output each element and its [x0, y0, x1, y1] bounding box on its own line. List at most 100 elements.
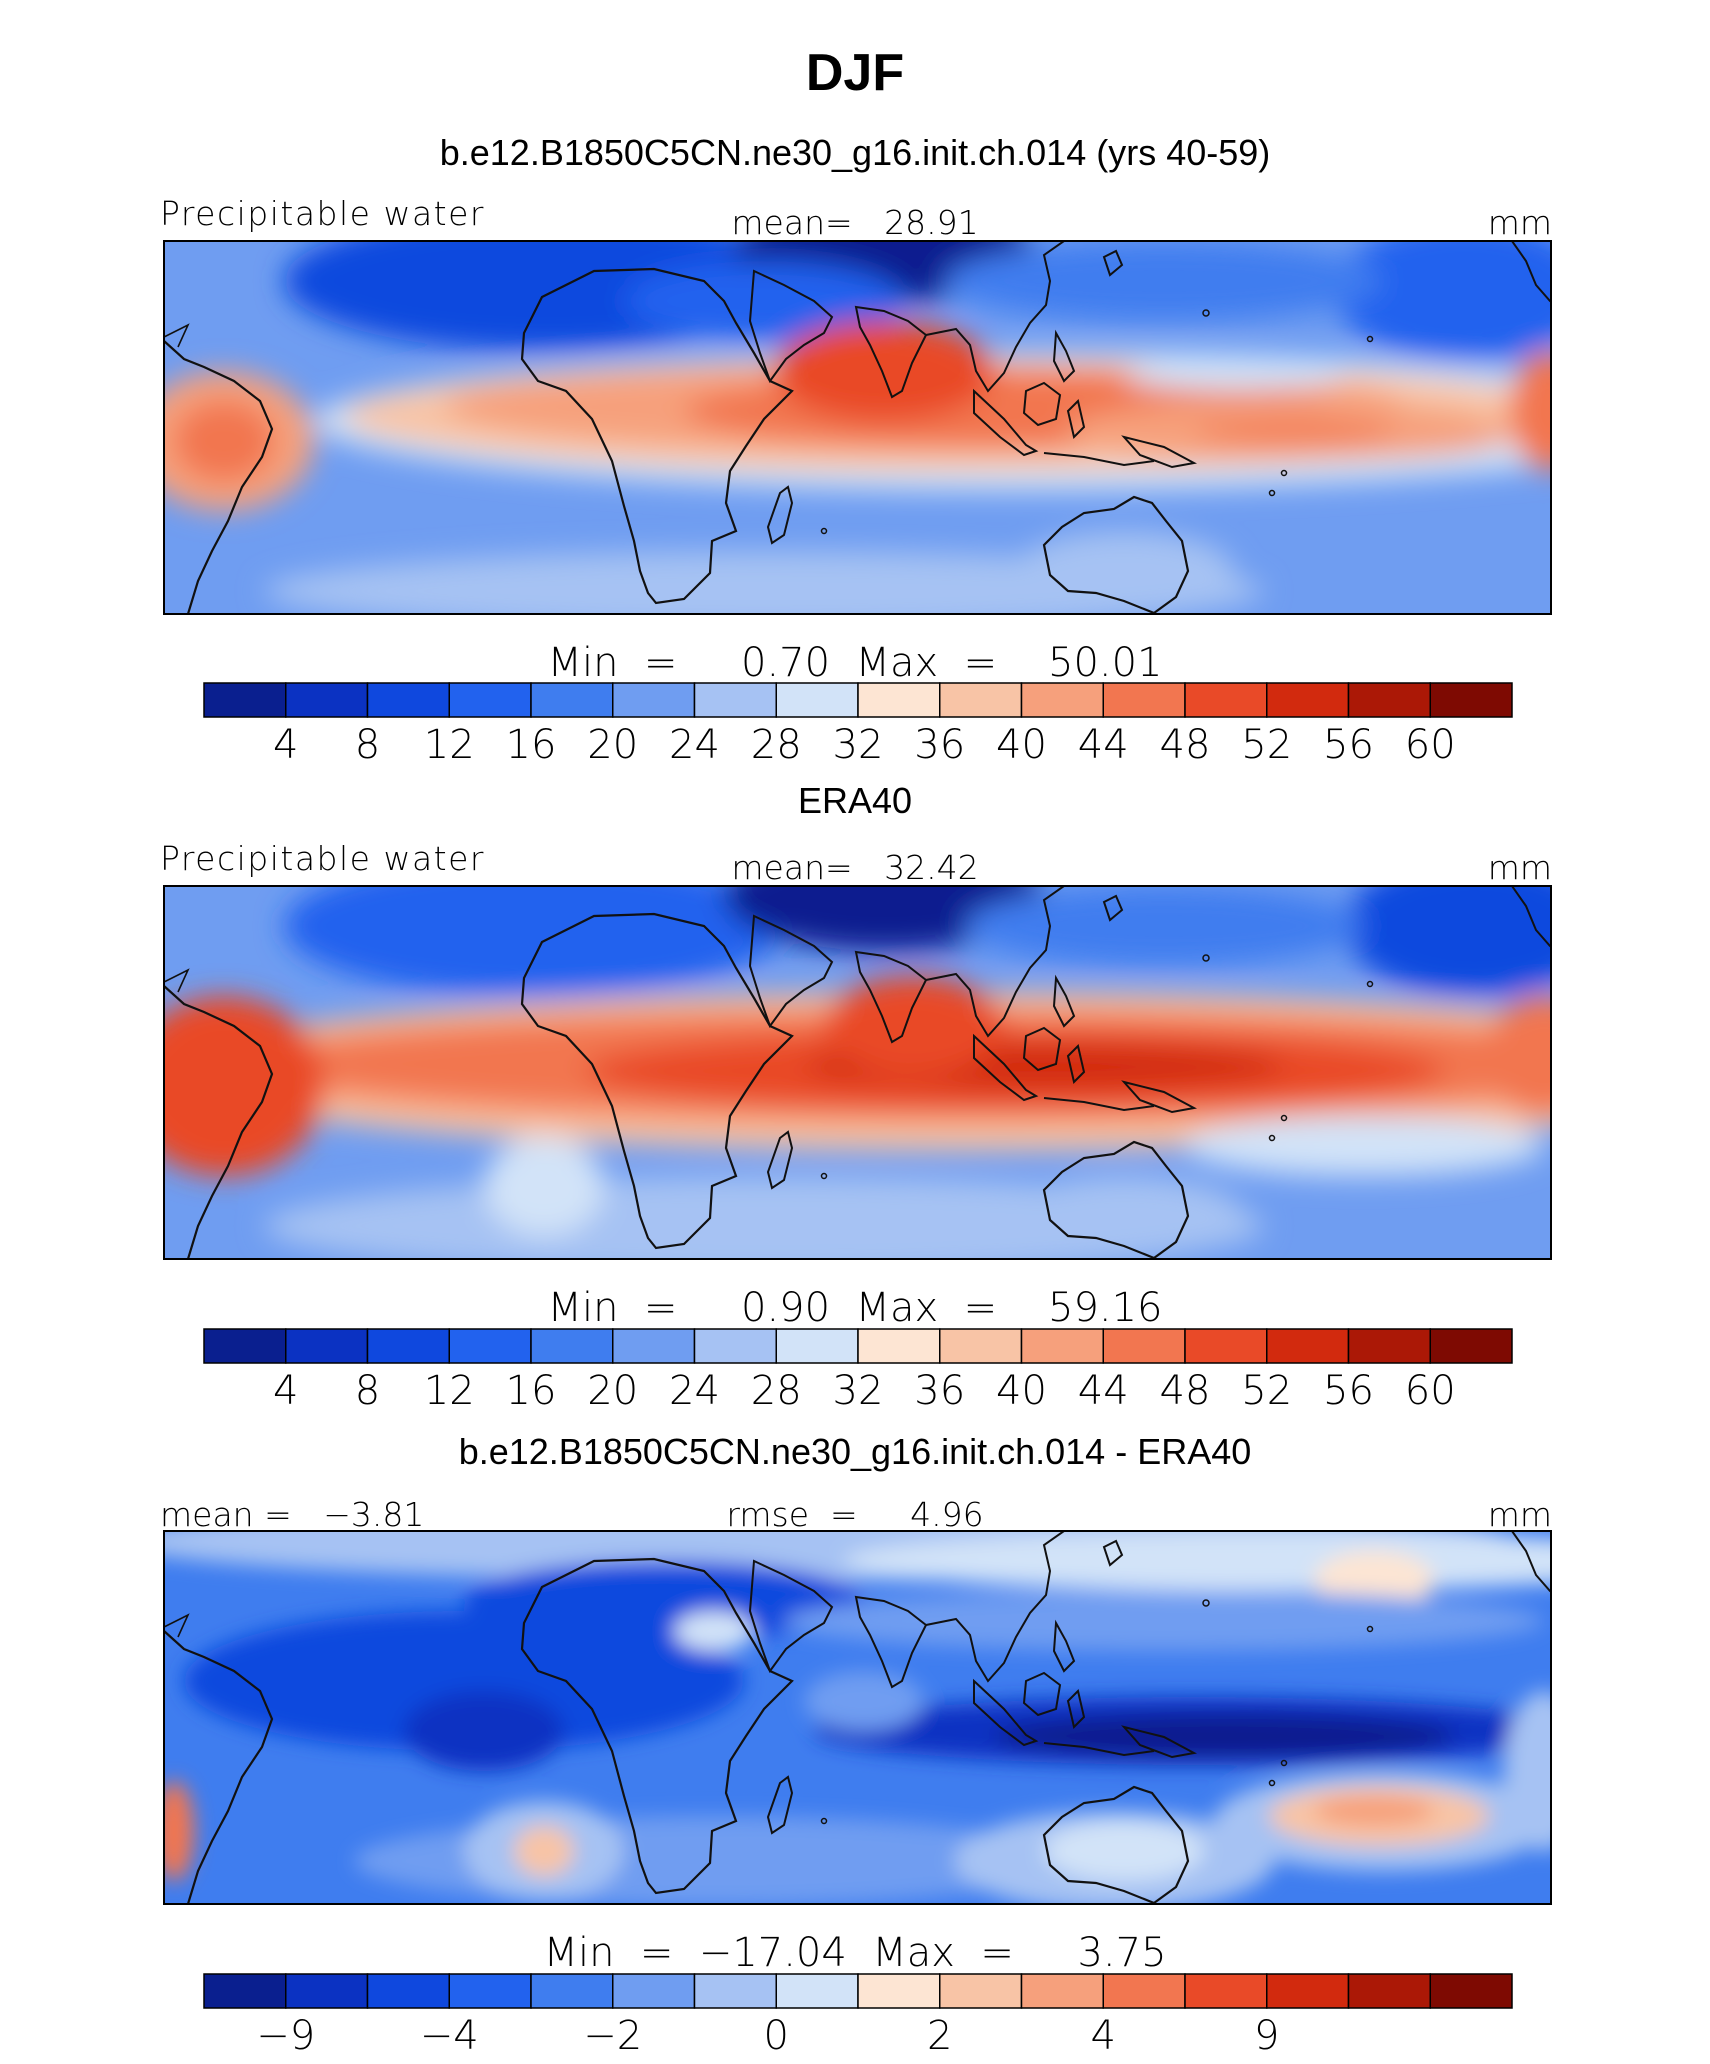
- colorbar-swatch: [448, 682, 532, 718]
- colorbar-tick-label: 28: [751, 1368, 802, 1414]
- colorbar-swatch: [366, 682, 450, 718]
- colorbar-tick-label: 40: [996, 722, 1047, 768]
- colorbar-swatch: [530, 1973, 614, 2009]
- panel-2-left-label: Precipitable water: [160, 839, 485, 878]
- panel-3-center-label: rmse = 4.96: [726, 1495, 983, 1534]
- colorbar-swatch: [1184, 682, 1268, 718]
- colorbar-tick-label: 44: [1078, 1368, 1129, 1414]
- colorbar-tick-label: 52: [1241, 1368, 1292, 1414]
- panel-3-colorbar: −9 −4 −2 0 2 4 9: [203, 1973, 1513, 2059]
- panel-2-title: ERA40: [798, 780, 912, 821]
- colorbar-swatch: [448, 1328, 532, 1364]
- panel-2-unit-label: mm: [1488, 848, 1552, 887]
- colorbar-swatch: [1020, 682, 1104, 718]
- panel-2-center-label: mean= 32.42: [731, 848, 978, 887]
- panel-difference: b.e12.B1850C5CN.ne30_g16.init.ch.014 - E…: [160, 1431, 1552, 2059]
- colorbar-swatch: [1020, 1328, 1104, 1364]
- panel-1-center-label: mean= 28.91: [731, 203, 978, 242]
- colorbar-swatch: [775, 1328, 859, 1364]
- colorbar-swatch: [1347, 1973, 1431, 2009]
- colorbar-tick-label: −4: [420, 2013, 479, 2059]
- colorbar-tick-label: 16: [506, 1368, 557, 1414]
- colorbar-tick-label: 40: [996, 1368, 1047, 1414]
- colorbar-tick-label: 48: [1160, 1368, 1211, 1414]
- colorbar-swatch: [1429, 1328, 1513, 1364]
- colorbar-tick-label: 36: [914, 722, 965, 768]
- colorbar-swatch: [1102, 1973, 1186, 2009]
- panel-1-colorbar: 4 8 12 16 20 24 28 32 36 40 44 48 52 56 60: [203, 682, 1513, 768]
- colorbar-swatch: [448, 1973, 532, 2009]
- colorbar-swatch: [530, 1328, 614, 1364]
- colorbar-swatch: [612, 1328, 696, 1364]
- colorbar-tick-label: 4: [273, 1368, 298, 1414]
- colorbar-tick-label: 9: [1254, 2013, 1279, 2059]
- colorbar-tick-label: 8: [355, 1368, 380, 1414]
- colorbar-swatch: [1347, 1328, 1431, 1364]
- panel-1-unit-label: mm: [1488, 203, 1552, 242]
- panel-3-map-frame: [163, 1530, 1552, 1905]
- colorbar-tick-label: 44: [1078, 722, 1129, 768]
- colorbar-tick-label: 28: [751, 722, 802, 768]
- colorbar-tick-label: 48: [1160, 722, 1211, 768]
- panel-3-map: [164, 1531, 1551, 1904]
- panel-2-minmax: Min = 0.90 Max = 59.16: [548, 1285, 1163, 1331]
- colorbar-tick-label: 0: [764, 2013, 789, 2059]
- colorbar-swatch: [857, 1973, 941, 2009]
- colorbar-swatch: [366, 1973, 450, 2009]
- colorbar-tick-label: 60: [1405, 722, 1456, 768]
- colorbar-swatch: [1020, 1973, 1104, 2009]
- colorbar-tick-label: 56: [1323, 722, 1374, 768]
- colorbar-tick-label: 56: [1323, 1368, 1374, 1414]
- colorbar-tick-label: 4: [273, 722, 298, 768]
- colorbar-tick-label: 36: [914, 1368, 965, 1414]
- panel-3-minmax: Min = −17.04 Max = 3.75: [543, 1930, 1166, 1976]
- colorbar-swatch: [1266, 1973, 1350, 2009]
- colorbar-tick-label: 8: [355, 722, 380, 768]
- colorbar-tick-label: 12: [424, 1368, 475, 1414]
- colorbar-swatch: [1429, 682, 1513, 718]
- colorbar-swatch: [693, 1973, 777, 2009]
- panel-1-map: [164, 241, 1551, 614]
- colorbar-swatch: [1266, 1328, 1350, 1364]
- colorbar-swatch: [1184, 1973, 1268, 2009]
- colorbar-tick-label: 60: [1405, 1368, 1456, 1414]
- colorbar-swatch: [612, 682, 696, 718]
- panel-3-unit-label: mm: [1488, 1495, 1552, 1534]
- colorbar-swatch: [366, 1328, 450, 1364]
- panel-1-title: b.e12.B1850C5CN.ne30_g16.init.ch.014 (yr…: [440, 132, 1271, 173]
- colorbar-swatch: [857, 682, 941, 718]
- colorbar-tick-label: −9: [256, 2013, 315, 2059]
- colorbar-swatch: [939, 1328, 1023, 1364]
- colorbar-swatch: [1429, 1973, 1513, 2009]
- panel-3-title: b.e12.B1850C5CN.ne30_g16.init.ch.014 - E…: [459, 1431, 1252, 1472]
- colorbar-tick-label: 52: [1241, 722, 1292, 768]
- panel-3-left-label: mean = −3.81: [160, 1495, 424, 1534]
- colorbar-tick-label: 24: [669, 1368, 720, 1414]
- colorbar-swatch: [1102, 1328, 1186, 1364]
- colorbar-tick-label: 12: [424, 722, 475, 768]
- colorbar-swatch: [203, 1328, 287, 1364]
- colorbar-swatch: [285, 682, 369, 718]
- colorbar-swatch: [775, 1973, 859, 2009]
- colorbar-swatch: [530, 682, 614, 718]
- colorbar-tick-label: 16: [506, 722, 557, 768]
- panel-2-colorbar: 4 8 12 16 20 24 28 32 36 40 44 48 52 56 60: [203, 1328, 1513, 1414]
- colorbar-tick-label: −2: [583, 2013, 642, 2059]
- colorbar-swatch: [285, 1973, 369, 2009]
- colorbar-swatch: [693, 682, 777, 718]
- colorbar-swatch: [1266, 682, 1350, 718]
- colorbar-swatch: [285, 1328, 369, 1364]
- panel-1-map-frame: [163, 240, 1552, 615]
- colorbar-tick-label: 24: [669, 722, 720, 768]
- panel-1-left-label: Precipitable water: [160, 194, 485, 233]
- colorbar-swatch: [612, 1973, 696, 2009]
- colorbar-swatch: [1102, 682, 1186, 718]
- panel-1-minmax: Min = 0.70 Max = 50.01: [548, 640, 1163, 686]
- colorbar-tick-label: 4: [1091, 2013, 1116, 2059]
- colorbar-swatch: [939, 682, 1023, 718]
- colorbar-tick-label: 20: [587, 722, 638, 768]
- colorbar-swatch: [775, 682, 859, 718]
- colorbar-swatch: [693, 1328, 777, 1364]
